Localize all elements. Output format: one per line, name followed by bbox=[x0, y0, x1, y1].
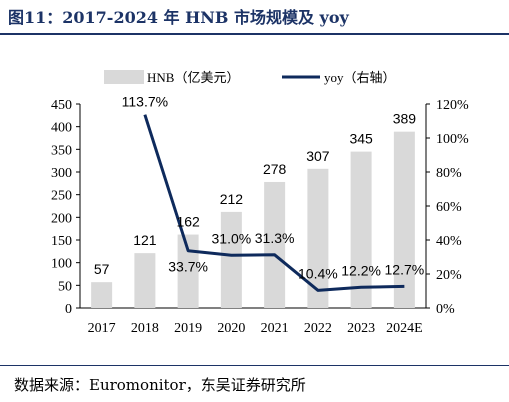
x-tick-label: 2022 bbox=[304, 321, 332, 336]
y-left-tick-label: 300 bbox=[51, 166, 72, 181]
x-tick-label: 2019 bbox=[174, 321, 202, 336]
yoy-value-label: 10.4% bbox=[298, 265, 338, 281]
yoy-line bbox=[143, 114, 405, 292]
y-left-tick-label: 50 bbox=[58, 279, 72, 294]
legend-bar-swatch bbox=[104, 70, 144, 84]
y-left-tick-label: 450 bbox=[51, 98, 72, 113]
y-left-tick-label: 100 bbox=[51, 257, 72, 272]
bar-value-label: 57 bbox=[94, 261, 110, 277]
x-tick-label: 2021 bbox=[261, 321, 289, 336]
bar bbox=[264, 181, 286, 308]
y-right-tick-label: 0% bbox=[436, 302, 455, 317]
y-right-tick-label: 40% bbox=[436, 234, 462, 249]
legend-bar-label: HNB（亿美元） bbox=[147, 70, 239, 85]
yoy-value-label: 33.7% bbox=[168, 259, 208, 275]
y-left-tick-label: 150 bbox=[51, 234, 72, 249]
y-left-tick-label: 400 bbox=[51, 121, 72, 136]
source-note: 数据来源：Euromonitor，东吴证券研究所 bbox=[14, 376, 306, 394]
bar bbox=[350, 151, 372, 308]
legend-line-label: yoy（右轴） bbox=[324, 70, 396, 85]
bar-value-label: 389 bbox=[393, 111, 417, 127]
bar bbox=[134, 253, 156, 308]
yoy-value-label: 31.0% bbox=[212, 230, 252, 246]
x-tick-label: 2020 bbox=[217, 321, 245, 336]
yoy-value-label: 31.3% bbox=[255, 230, 295, 246]
yoy-value-label: 113.7% bbox=[122, 94, 168, 110]
x-tick-label: 2023 bbox=[347, 321, 375, 336]
bar-value-label: 307 bbox=[306, 148, 330, 164]
bar-value-label: 345 bbox=[349, 131, 373, 147]
source-divider bbox=[0, 365, 509, 366]
x-tick-label: 2018 bbox=[131, 321, 159, 336]
y-left-tick-label: 200 bbox=[51, 211, 72, 226]
yoy-value-label: 12.7% bbox=[385, 261, 425, 277]
y-right-tick-label: 20% bbox=[436, 268, 462, 283]
y-left-tick-label: 0 bbox=[65, 302, 72, 317]
x-tick-label: 2024E bbox=[386, 321, 423, 336]
y-left-tick-label: 350 bbox=[51, 143, 72, 158]
bar-value-label: 212 bbox=[220, 191, 244, 207]
y-left-tick-label: 250 bbox=[51, 189, 72, 204]
bar-value-label: 278 bbox=[263, 161, 287, 177]
figure-title: 图11：2017-2024 年 HNB 市场规模及 yoy bbox=[8, 8, 349, 27]
bar bbox=[307, 168, 329, 308]
bar-value-label: 162 bbox=[176, 214, 200, 230]
title-divider bbox=[0, 33, 509, 35]
y-right-tick-label: 60% bbox=[436, 200, 462, 215]
y-right-tick-label: 100% bbox=[436, 132, 469, 147]
bar bbox=[220, 211, 242, 308]
x-tick-label: 2017 bbox=[88, 321, 116, 336]
y-right-tick-label: 120% bbox=[436, 98, 469, 113]
y-right-tick-label: 80% bbox=[436, 166, 462, 181]
bar-value-label: 121 bbox=[133, 232, 157, 248]
bar bbox=[393, 131, 415, 308]
bar bbox=[91, 282, 113, 308]
yoy-value-label: 12.2% bbox=[341, 262, 381, 278]
bar bbox=[177, 234, 199, 308]
